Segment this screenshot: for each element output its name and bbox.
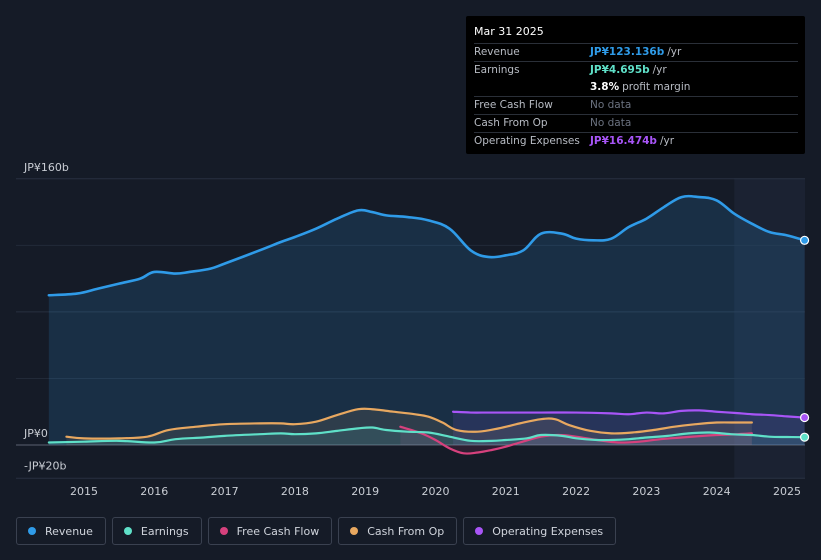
cash-from-op-line [65,407,753,440]
tooltip-value: No data [590,99,632,111]
tooltip-row-margin: 3.8% profit margin [474,79,798,96]
y-axis-label-zero: JP¥0 [23,427,48,440]
legend-label: Free Cash Flow [236,524,320,538]
tooltip-value: No data [590,117,632,129]
tooltip-unit: profit margin [622,81,691,93]
tooltip-label [474,79,590,96]
tooltip-label: Cash From Op [474,117,548,129]
tooltip-value: JP¥123.136b [590,46,665,58]
legend: Revenue Earnings Free Cash Flow Cash Fro… [16,517,617,545]
tooltip-label: Free Cash Flow [474,99,553,111]
tooltip-unit: /yr [652,64,667,76]
earnings-end-marker [799,432,810,442]
x-tick-label: 2021 [492,485,520,498]
tooltip-row-cfo: Cash From Op No data [474,114,798,132]
earnings-line [47,426,806,444]
legend-operating-expenses[interactable]: Operating Expenses [463,517,617,545]
series-layer [47,194,810,455]
tooltip-panel: Mar 31 2025 Revenue JP¥123.136b /yr Earn… [466,16,805,154]
legend-label: Earnings [140,524,189,538]
legend-label: Cash From Op [367,524,445,538]
tooltip-unit: /yr [659,135,675,147]
earnings-revenue-chart: JP¥160b JP¥0 -JP¥20b 2015 2016 2017 2018 2019 20… [16,161,810,498]
axis-layer: JP¥160b JP¥0 -JP¥20b 2015 2016 2017 2018 2019 20… [23,161,801,498]
legend-dot-icon [475,527,484,535]
revenue-area [48,196,805,445]
tooltip-value: JP¥4.695b [590,64,650,76]
x-tick-label: 2022 [562,485,590,498]
x-tick-label: 2018 [281,485,309,498]
legend-cash-from-op[interactable]: Cash From Op [338,517,458,545]
legend-revenue[interactable]: Revenue [16,517,106,545]
y-axis-label-top: JP¥160b [23,161,69,174]
tooltip-row-opex: Operating Expenses JP¥16.474b /yr [474,132,798,150]
revenue-line [47,194,806,297]
operating-expenses-line [451,409,806,419]
legend-free-cash-flow[interactable]: Free Cash Flow [207,517,333,545]
x-tick-label: 2015 [70,485,98,498]
legend-dot-icon [28,527,36,535]
x-tick-label: 2019 [351,485,379,498]
y-axis-label-bottom: -JP¥20b [24,459,66,472]
tooltip-label: Earnings [474,64,520,76]
operating-expenses-end-marker [799,412,810,423]
x-tick-label: 2023 [632,485,660,498]
revenue-end-marker [799,235,810,245]
tooltip-label: Operating Expenses [474,135,580,147]
x-tick-label: 2016 [140,485,168,498]
x-tick-label: 2024 [703,485,731,498]
legend-label: Operating Expenses [492,524,604,538]
legend-dot-icon [350,527,359,535]
tooltip-row-earnings: Earnings JP¥4.695b /yr [474,61,798,79]
tooltip-date: Mar 31 2025 [474,25,544,38]
x-tick-label: 2020 [422,485,450,498]
legend-label: Revenue [45,524,93,538]
tooltip-unit: /yr [667,46,682,58]
tooltip-row-revenue: Revenue JP¥123.136b /yr [474,43,798,61]
x-tick-label: 2025 [773,485,801,498]
tooltip-label: Revenue [474,46,520,58]
tooltip-row-fcf: Free Cash Flow No data [474,96,798,114]
forecast-shade [734,178,805,479]
tooltip-value: 3.8% [590,81,620,93]
legend-dot-icon [219,527,228,535]
legend-earnings[interactable]: Earnings [111,517,202,545]
tooltip-value: JP¥16.474b [590,135,657,147]
gridlines [16,178,805,479]
legend-dot-icon [123,527,132,535]
free-cash-flow-area [400,426,752,454]
x-tick-label: 2017 [211,485,239,498]
